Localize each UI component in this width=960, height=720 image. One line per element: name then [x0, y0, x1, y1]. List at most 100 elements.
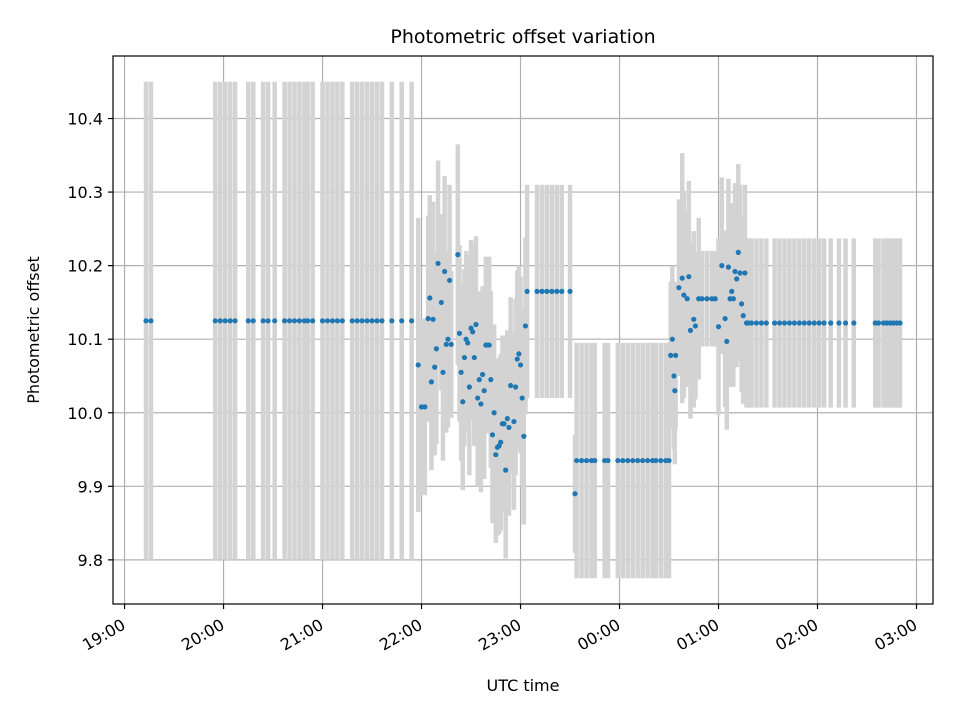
plot-frame: [112, 55, 934, 605]
data-point: [739, 301, 745, 307]
x-tick-label: 00:00: [574, 615, 623, 655]
data-point: [498, 439, 504, 445]
data-point: [374, 318, 380, 324]
y-tick-label: 10.2: [67, 257, 103, 276]
data-point: [811, 320, 817, 326]
data-point: [644, 457, 651, 464]
data-point: [339, 318, 345, 324]
data-point: [524, 288, 530, 294]
data-point: [791, 320, 798, 326]
data-point: [491, 410, 497, 416]
data-point: [379, 318, 385, 324]
data-point: [511, 418, 517, 425]
data-point: [445, 336, 451, 342]
x-tick-label: 02:00: [772, 615, 821, 655]
data-point: [715, 324, 722, 330]
data-point: [679, 275, 685, 281]
data-point: [691, 316, 697, 322]
data-point: [567, 288, 573, 294]
data-point: [578, 457, 585, 464]
data-point: [740, 313, 746, 319]
data-point: [319, 318, 326, 324]
x-tick-label: 21:00: [277, 615, 326, 655]
data-point: [753, 320, 760, 326]
data-point: [473, 321, 479, 328]
data-point: [653, 457, 659, 464]
data-point: [305, 318, 311, 324]
data-point: [466, 384, 472, 390]
data-point: [354, 318, 360, 324]
y-tick-label: 10.0: [67, 404, 103, 423]
data-point: [851, 320, 857, 326]
errorbar-layer: [143, 81, 903, 579]
data-point: [635, 457, 641, 464]
data-point: [669, 336, 675, 342]
data-point: [806, 320, 812, 326]
data-point: [501, 421, 507, 427]
data-point: [640, 457, 646, 464]
data-point: [748, 320, 755, 326]
data-point: [658, 457, 664, 464]
data-point: [875, 320, 882, 326]
data-point: [724, 338, 730, 345]
data-point: [227, 318, 233, 324]
data-point: [781, 320, 788, 326]
data-point: [625, 457, 631, 464]
data-point: [503, 467, 509, 473]
data-point: [422, 404, 428, 410]
data-point: [488, 377, 494, 383]
data-point: [897, 320, 903, 326]
data-point: [471, 354, 477, 361]
point-layer: [143, 249, 903, 497]
data-point: [676, 285, 682, 291]
data-point: [296, 318, 303, 324]
data-point: [433, 346, 439, 352]
data-point: [222, 318, 228, 324]
data-point: [572, 491, 578, 497]
data-point: [260, 318, 266, 324]
data-point: [821, 320, 827, 326]
data-point: [539, 288, 545, 294]
data-point: [684, 296, 690, 302]
data-point: [776, 320, 783, 326]
data-point: [605, 457, 611, 464]
data-point: [493, 452, 499, 458]
data-point: [666, 457, 672, 464]
data-point: [801, 320, 807, 326]
data-point: [286, 318, 293, 324]
y-tick-label: 9.9: [78, 477, 103, 496]
x-tick-label: 03:00: [871, 615, 920, 655]
data-point: [796, 320, 802, 326]
data-point: [722, 315, 728, 322]
data-point: [692, 323, 699, 329]
data-point: [310, 318, 316, 324]
data-point: [729, 288, 735, 294]
data-point: [508, 382, 514, 389]
data-point: [364, 318, 370, 324]
data-point: [574, 457, 580, 464]
data-point: [699, 296, 705, 302]
x-tick-label: 22:00: [376, 615, 425, 655]
data-point: [517, 362, 524, 368]
data-point: [816, 320, 822, 326]
data-point: [615, 457, 621, 464]
data-point: [519, 395, 525, 401]
data-point: [245, 318, 251, 324]
y-axis-label: Photometric offset: [24, 256, 43, 404]
data-point: [438, 299, 444, 306]
y-tick-label: 10.4: [67, 110, 103, 129]
data-point: [432, 364, 438, 370]
data-point: [668, 352, 674, 358]
data-point: [620, 457, 626, 464]
x-tick-label: 23:00: [475, 615, 524, 655]
data-point: [349, 318, 355, 324]
data-point: [516, 351, 522, 357]
data-point: [719, 263, 725, 269]
data-point: [428, 379, 435, 385]
x-tick-label: 19:00: [79, 615, 128, 655]
data-point: [448, 341, 454, 347]
data-point: [291, 318, 298, 324]
data-point: [836, 320, 842, 326]
data-point: [272, 318, 278, 324]
